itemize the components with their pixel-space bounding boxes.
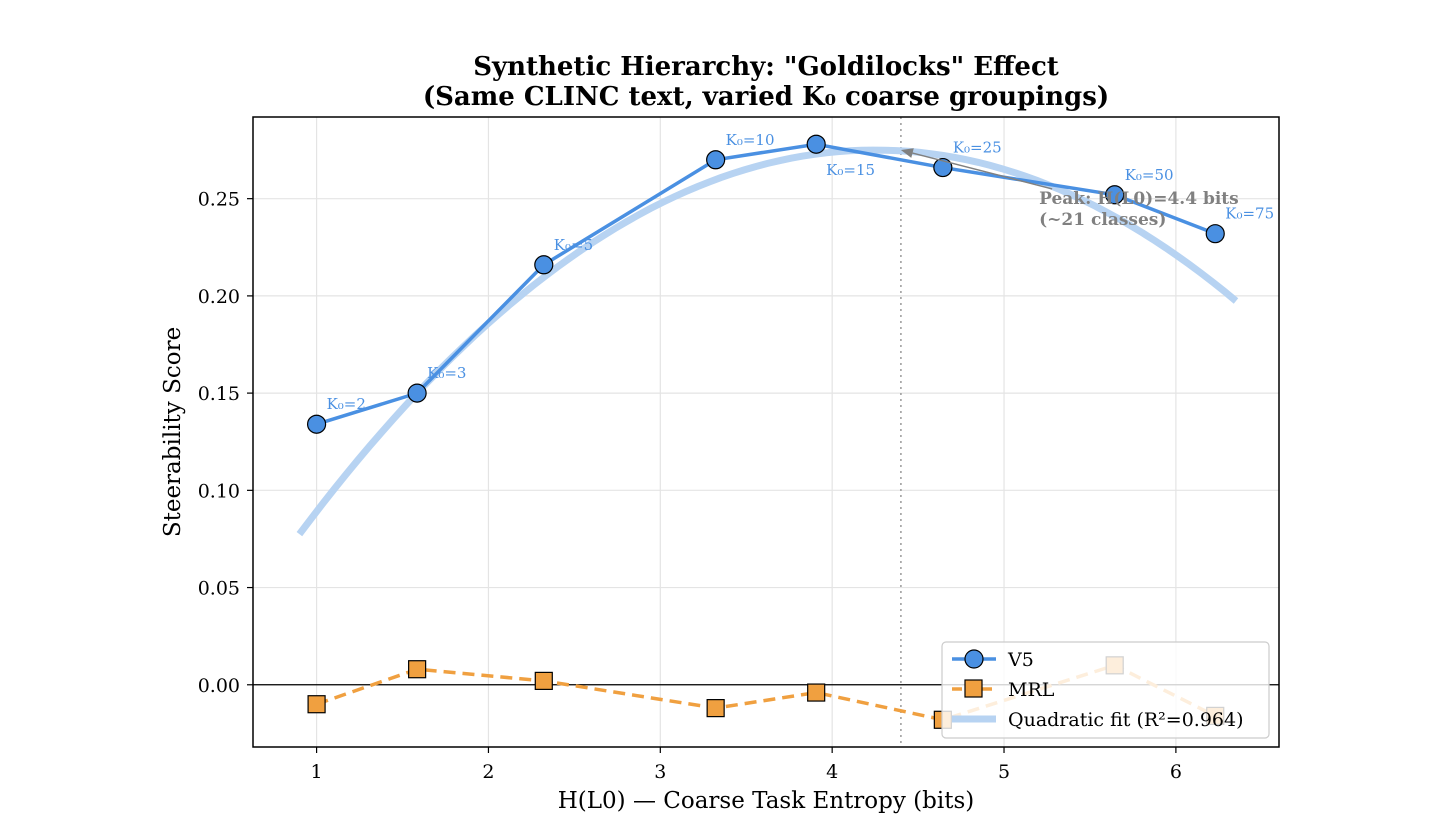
y-tick-label: 0.00	[198, 675, 240, 697]
legend-fit-label: Quadratic fit (R²=0.964)	[1008, 709, 1244, 731]
y-tick-label: 0.25	[198, 189, 240, 211]
v5-line	[316, 142, 1216, 426]
x-axis-label: H(L0) — Coarse Task Entropy (bits)	[558, 788, 975, 814]
mrl-marker	[706, 699, 725, 718]
v5-point-label: K₀=10	[726, 131, 775, 149]
y-tick-label: 0.05	[198, 578, 240, 600]
v5-marker	[1205, 224, 1225, 244]
x-tick-label: 4	[826, 761, 838, 783]
legend-box	[941, 641, 1270, 739]
v5-point-label: K₀=25	[953, 139, 1002, 157]
y-tick-label: 0.10	[198, 480, 240, 502]
x-tick-label: 3	[654, 761, 666, 783]
x-tick-label: 5	[998, 761, 1010, 783]
v5-point-labels: K₀=2 K₀=3 K₀=5 K₀=10 K₀=15 K₀=25 K₀=50 K₀=75	[327, 131, 1275, 413]
v5-marker	[306, 414, 327, 434]
v5-point-label: K₀=2	[327, 395, 366, 413]
legend-mrl-label: MRL	[1008, 679, 1055, 701]
y-tick-label: 0.15	[198, 383, 240, 405]
chart-title: Synthetic Hierarchy: "Goldilocks" Effect	[473, 52, 1059, 82]
v5-marker	[806, 134, 826, 154]
chart-subtitle: (Same CLINC text, varied K₀ coarse group…	[423, 82, 1109, 112]
v5-marker	[534, 255, 554, 275]
y-axis-ticks: 0.00 0.05 0.10 0.15 0.20 0.25	[198, 189, 253, 697]
mrl-marker	[534, 671, 553, 690]
annotation-arrow	[912, 152, 1053, 190]
annotation-line-2: (~21 classes)	[1039, 210, 1166, 230]
y-axis-label: Steerability Score	[160, 327, 186, 537]
annotation-arrowhead	[900, 148, 914, 158]
legend-mrl-swatch-marker	[964, 679, 983, 698]
v5-markers	[306, 134, 1225, 434]
mrl-marker	[307, 695, 326, 714]
x-tick-label: 6	[1170, 761, 1182, 783]
x-axis-ticks: 1 2 3 4 5 6	[311, 747, 1182, 783]
annotation-line-1: Peak: H(L0)=4.4 bits	[1039, 189, 1239, 209]
y-tick-label: 0.20	[198, 286, 240, 308]
axes-frame	[252, 116, 1280, 748]
v5-point-label: K₀=75	[1225, 205, 1274, 223]
legend: V5 MRL Quadratic fit (R²=0.964)	[941, 641, 1270, 739]
v5-marker	[407, 383, 427, 403]
v5-point-label: K₀=3	[427, 364, 466, 382]
axes-border	[252, 116, 1280, 748]
x-tick-label: 1	[311, 761, 323, 783]
legend-v5-swatch-marker	[964, 649, 984, 669]
peak-annotation: Peak: H(L0)=4.4 bits (~21 classes)	[900, 148, 1239, 230]
mrl-marker	[408, 660, 427, 679]
mrl-marker	[807, 683, 826, 702]
v5-marker	[706, 150, 726, 170]
v5-point-label: K₀=15	[826, 161, 875, 179]
v5-marker	[1105, 185, 1125, 205]
v5-point-label: K₀=50	[1125, 166, 1174, 184]
v5-marker	[933, 157, 953, 178]
legend-v5-label: V5	[1007, 649, 1034, 671]
x-tick-label: 2	[482, 761, 494, 783]
v5-point-label: K₀=5	[554, 236, 593, 254]
